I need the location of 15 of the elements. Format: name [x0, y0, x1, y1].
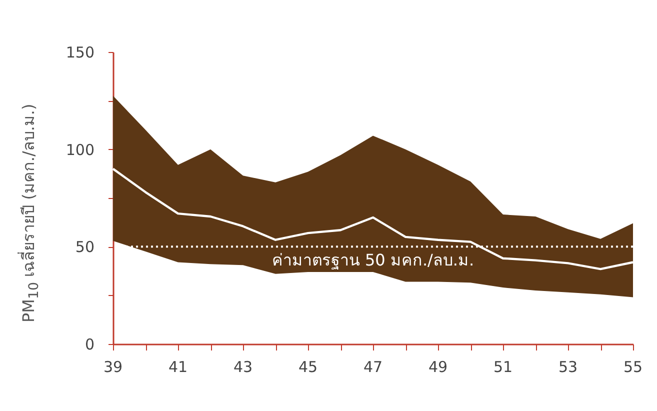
- ref-line-label: ค่ามาตรฐาน 50 มคก./ลบ.ม.: [272, 250, 474, 270]
- y-tick-label: 50: [75, 238, 94, 256]
- x-tick-label: 45: [298, 358, 318, 376]
- y-tick-label: 150: [66, 44, 94, 62]
- line-series: [112, 168, 634, 270]
- x-tick-label: 49: [428, 358, 448, 376]
- y-tick-label: 0: [84, 336, 94, 354]
- x-tick-label: 39: [103, 358, 123, 376]
- y-tick-label: 100: [66, 140, 94, 159]
- x-tick-label: 51: [493, 358, 513, 376]
- x-tick-label: 53: [558, 358, 578, 376]
- x-tick-label: 47: [363, 358, 383, 376]
- x-tick-label: 55: [623, 358, 643, 376]
- x-tick-label: 41: [168, 358, 188, 376]
- x-tick-label: 43: [233, 358, 253, 376]
